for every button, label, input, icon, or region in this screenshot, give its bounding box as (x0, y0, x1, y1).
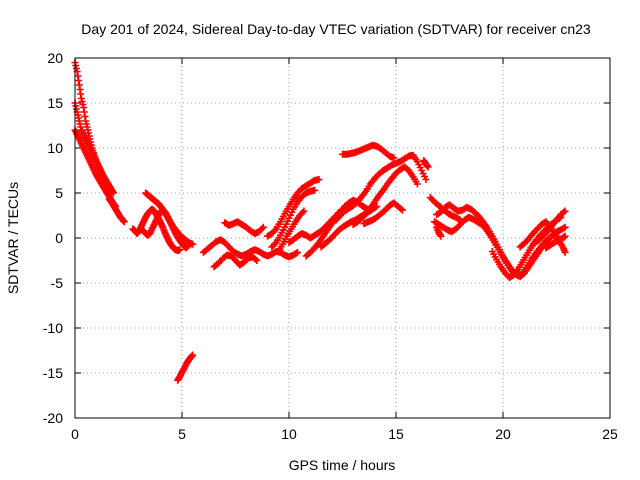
data-point (455, 215, 463, 223)
y-tick-label: 10 (47, 140, 63, 156)
data-point (299, 209, 307, 216)
series-arc-5 (129, 205, 184, 255)
series-arc-12 (264, 176, 323, 240)
series-arc-7 (142, 189, 197, 248)
y-tick-label: 5 (55, 185, 63, 201)
y-tick-label: 20 (47, 50, 63, 66)
series-arc-3 (71, 126, 120, 210)
series-arc-8 (174, 351, 197, 384)
data-point (315, 176, 323, 183)
data-point (561, 207, 569, 215)
data-point (398, 206, 406, 214)
series-arc-13 (268, 186, 319, 251)
y-tick-label: -10 (43, 320, 63, 336)
data-point (311, 186, 319, 194)
x-tick-label: 15 (388, 426, 404, 442)
data-point (189, 351, 197, 359)
tick-labels: 0 5 10 15 20 25 -20 -15 -10 -5 0 5 10 15 20 (43, 50, 618, 442)
series-arc-20 (339, 141, 398, 162)
y-tick-label: -15 (43, 365, 63, 381)
data-point (271, 240, 279, 248)
data-point (176, 246, 184, 254)
data-point (560, 224, 568, 232)
y-tick-label: 15 (47, 95, 63, 111)
data-point (259, 223, 267, 231)
chart-title: Day 201 of 2024, Sidereal Day-to-day VTE… (81, 21, 591, 37)
x-tick-label: 0 (71, 426, 79, 442)
plot-frame (74, 57, 611, 419)
data-point (271, 227, 279, 234)
x-tick-label: 10 (281, 426, 297, 442)
series-arc-10 (210, 251, 261, 271)
data-point (253, 257, 261, 264)
data-point (189, 240, 197, 248)
series-arc-29 (531, 207, 569, 246)
data-point (561, 223, 569, 231)
series-arc-30 (542, 232, 569, 252)
data-point (561, 248, 569, 256)
y-tick-label: 0 (55, 230, 63, 246)
data-point (437, 232, 445, 240)
data-point (120, 218, 128, 226)
x-tick-label: 25 (602, 426, 618, 442)
data-points (71, 59, 569, 384)
x-tick-label: 5 (178, 426, 186, 442)
series-arc-23 (426, 194, 464, 224)
y-tick-label: -20 (43, 410, 63, 426)
series-arc-26 (433, 223, 445, 240)
data-point (424, 163, 432, 171)
data-point (292, 249, 300, 257)
data-point (560, 208, 568, 216)
data-point (422, 176, 430, 183)
data-point (413, 180, 421, 188)
data-point (258, 225, 266, 233)
x-axis-label: GPS time / hours (289, 457, 396, 473)
data-point (390, 154, 398, 162)
series-arc-22 (420, 157, 432, 171)
series-arc-18 (332, 151, 430, 224)
x-tick-label: 20 (495, 426, 511, 442)
series-arc-2 (71, 99, 118, 197)
series-arc-21 (360, 199, 406, 228)
data-point (397, 205, 405, 213)
y-tick-label: -5 (51, 275, 64, 291)
series-arc-19 (349, 163, 421, 228)
y-axis-label: SDTVAR / TECUs (5, 182, 21, 294)
series-arc-4 (105, 195, 128, 226)
data-point (294, 248, 302, 256)
data-point (300, 207, 308, 215)
data-point (110, 189, 118, 197)
data-point (561, 232, 569, 240)
series-arc-11 (221, 218, 267, 237)
data-point (251, 255, 259, 263)
series-arc-14 (274, 207, 308, 255)
